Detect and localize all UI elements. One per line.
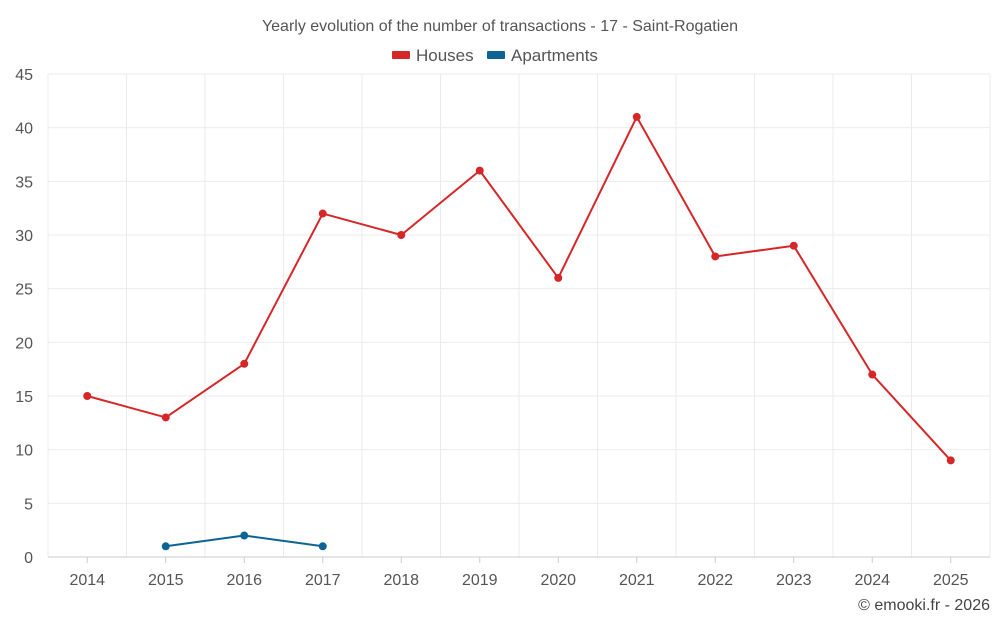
y-tick-label: 15 (15, 389, 33, 406)
legend-label-houses[interactable]: Houses (416, 46, 474, 65)
y-tick-label: 25 (15, 282, 33, 299)
chart-legend: Houses Apartments (392, 46, 598, 65)
data-point-houses[interactable] (83, 392, 92, 400)
y-tick-label: 5 (24, 496, 33, 513)
x-tick-label: 2020 (540, 572, 576, 589)
data-point-houses[interactable] (318, 209, 327, 218)
data-point-houses[interactable] (946, 456, 955, 465)
data-point-houses[interactable] (161, 413, 170, 422)
data-point-houses[interactable] (475, 166, 484, 175)
y-tick-label: 10 (15, 443, 33, 460)
series-layer (83, 112, 955, 551)
x-tick-label: 2017 (305, 572, 341, 589)
x-tick-label: 2021 (619, 572, 655, 589)
legend-label-apartments[interactable]: Apartments (511, 46, 598, 65)
data-point-houses[interactable] (554, 273, 563, 282)
chart-grid (47, 73, 991, 557)
legend-swatch-houses[interactable] (392, 51, 410, 59)
data-point-apartments[interactable] (240, 531, 249, 540)
x-tick-label: 2025 (933, 572, 969, 589)
y-tick-label: 20 (15, 335, 33, 352)
data-point-houses[interactable] (789, 241, 798, 250)
x-tick-label: 2023 (776, 572, 812, 589)
x-tick-label: 2022 (697, 572, 733, 589)
x-tick-label: 2019 (462, 572, 498, 589)
data-point-apartments[interactable] (161, 542, 170, 551)
y-tick-label: 0 (24, 550, 33, 567)
y-axis: 0 5 10 15 20 25 30 35 40 45 (15, 67, 33, 567)
chart-title: Yearly evolution of the number of transa… (262, 18, 738, 35)
data-point-apartments[interactable] (318, 542, 327, 551)
x-tick-label: 2018 (383, 572, 419, 589)
series-line-houses (86, 115, 952, 462)
x-tick-label: 2024 (854, 572, 890, 589)
y-tick-label: 35 (15, 174, 33, 191)
x-tick-label: 2014 (69, 572, 105, 589)
x-tick-label: 2015 (148, 572, 184, 589)
data-point-houses[interactable] (711, 252, 720, 261)
y-tick-label: 40 (15, 121, 33, 138)
x-axis: 2014 2015 2016 2017 2018 2019 2020 2021 2022 2023… (48, 556, 990, 589)
y-tick-label: 45 (15, 67, 33, 84)
x-tick-label: 2016 (226, 572, 262, 589)
credit-text: © emooki.fr - 2026 (858, 597, 990, 614)
data-point-houses[interactable] (397, 231, 406, 239)
legend-swatch-apartments[interactable] (487, 51, 505, 59)
y-tick-label: 30 (15, 228, 33, 245)
data-point-houses[interactable] (632, 112, 641, 121)
data-point-houses[interactable] (240, 359, 249, 368)
data-point-houses[interactable] (868, 370, 877, 379)
